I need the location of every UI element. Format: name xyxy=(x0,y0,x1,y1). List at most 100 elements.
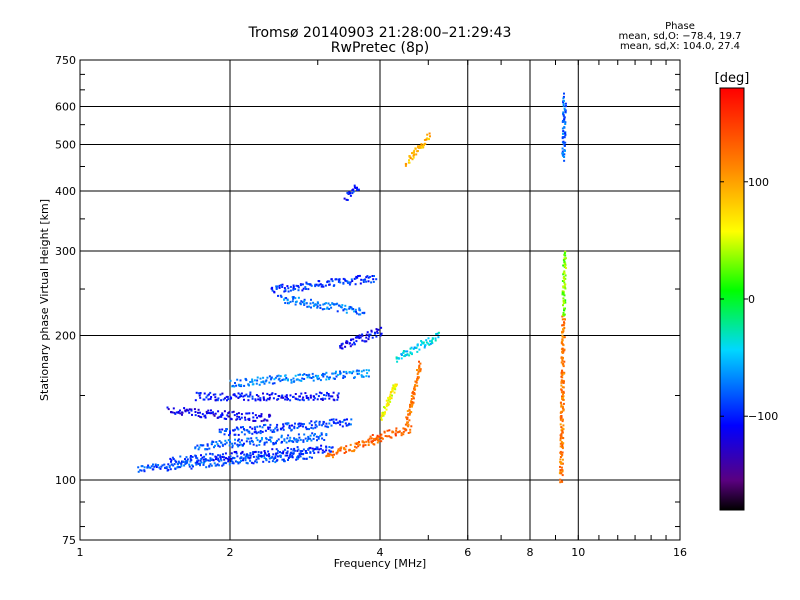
echo-point xyxy=(408,413,411,416)
echo-point xyxy=(233,414,236,417)
echo-point xyxy=(223,456,226,459)
echo-point xyxy=(323,450,326,453)
echo-point xyxy=(157,464,160,466)
echo-point xyxy=(415,381,418,384)
echo-point xyxy=(175,411,178,414)
echo-point xyxy=(274,427,277,430)
x-tick-label: 6 xyxy=(464,546,471,559)
echo-point xyxy=(235,395,238,398)
echo-point xyxy=(256,416,259,419)
echo-point xyxy=(561,369,564,372)
echo-point xyxy=(245,440,248,443)
echo-point xyxy=(267,426,270,429)
echo-point xyxy=(255,436,258,439)
echo-point xyxy=(209,459,211,462)
echo-point xyxy=(284,398,287,401)
echo-point xyxy=(273,378,276,381)
y-tick-label: 75 xyxy=(62,534,76,547)
echo-point xyxy=(318,283,321,286)
echo-point xyxy=(197,415,200,417)
echo-point xyxy=(227,398,230,401)
echo-point xyxy=(559,465,561,468)
echo-point xyxy=(308,447,311,450)
echo-point xyxy=(563,294,566,297)
echo-point xyxy=(327,426,330,429)
echo-point xyxy=(298,436,301,439)
echo-point xyxy=(231,385,234,388)
echo-point xyxy=(313,395,315,398)
x-tick-label: 10 xyxy=(571,546,585,559)
echo-point xyxy=(276,375,279,378)
echo-point xyxy=(301,289,304,292)
echo-point xyxy=(345,308,348,311)
echo-point xyxy=(271,289,274,292)
echo-point xyxy=(221,443,224,446)
echo-point xyxy=(560,415,563,417)
echo-point xyxy=(367,276,370,279)
echo-point xyxy=(198,446,201,449)
echo-point xyxy=(326,306,329,309)
echo-point xyxy=(212,441,215,443)
echo-point xyxy=(263,424,266,427)
echo-point xyxy=(299,450,302,453)
echo-point xyxy=(316,439,318,442)
echo-point xyxy=(196,457,199,460)
echo-point xyxy=(394,432,397,435)
echo-point xyxy=(412,156,415,159)
echo-point xyxy=(305,302,308,305)
echo-point xyxy=(559,439,562,442)
echo-point xyxy=(559,460,562,463)
echo-point xyxy=(180,464,183,467)
echo-point xyxy=(281,394,284,397)
phase-stats-o: mean, sd,O: −78.4, 19.7 xyxy=(618,31,742,42)
echo-point xyxy=(290,381,293,384)
echo-point xyxy=(281,379,284,381)
echo-point xyxy=(561,371,564,374)
echo-point xyxy=(323,302,326,305)
echo-point xyxy=(171,456,174,459)
echo-point xyxy=(263,441,266,444)
echo-point xyxy=(327,394,330,397)
echo-point xyxy=(559,442,562,445)
echo-point xyxy=(155,466,158,468)
echo-point xyxy=(297,296,300,299)
echo-point xyxy=(292,287,295,290)
echo-point xyxy=(380,332,383,335)
echo-point xyxy=(411,152,413,155)
echo-point xyxy=(287,422,290,425)
echo-point xyxy=(245,461,248,464)
echo-point xyxy=(562,152,565,155)
echo-point xyxy=(419,368,422,371)
echo-point xyxy=(286,396,288,399)
echo-point xyxy=(230,397,233,400)
echo-point xyxy=(564,257,567,260)
echo-point xyxy=(245,393,248,396)
echo-point xyxy=(268,457,271,460)
echo-point xyxy=(402,350,405,352)
echo-point xyxy=(159,467,162,470)
chart-title-block: Tromsø 20140903 21:28:00–21:29:43 RwPret… xyxy=(240,26,520,56)
echo-point xyxy=(172,464,175,467)
echo-point xyxy=(321,437,324,440)
echo-point xyxy=(362,444,365,447)
echo-point xyxy=(179,455,182,458)
echo-point xyxy=(420,343,422,346)
echo-point xyxy=(275,426,278,429)
echo-point xyxy=(229,441,231,443)
echo-point xyxy=(240,460,242,462)
echo-point xyxy=(218,415,221,418)
echo-point xyxy=(392,384,395,387)
echo-point xyxy=(310,426,313,429)
echo-point xyxy=(207,398,210,401)
echo-point xyxy=(334,422,337,425)
colorbar-tick-label: −100 xyxy=(748,410,778,423)
echo-point xyxy=(276,455,279,458)
x-tick-label: 2 xyxy=(227,546,234,559)
echo-point xyxy=(190,467,193,470)
echo-point xyxy=(292,296,295,299)
echo-point xyxy=(249,454,252,457)
echo-point xyxy=(563,126,566,129)
echo-point xyxy=(286,285,289,288)
echo-point xyxy=(339,370,341,373)
